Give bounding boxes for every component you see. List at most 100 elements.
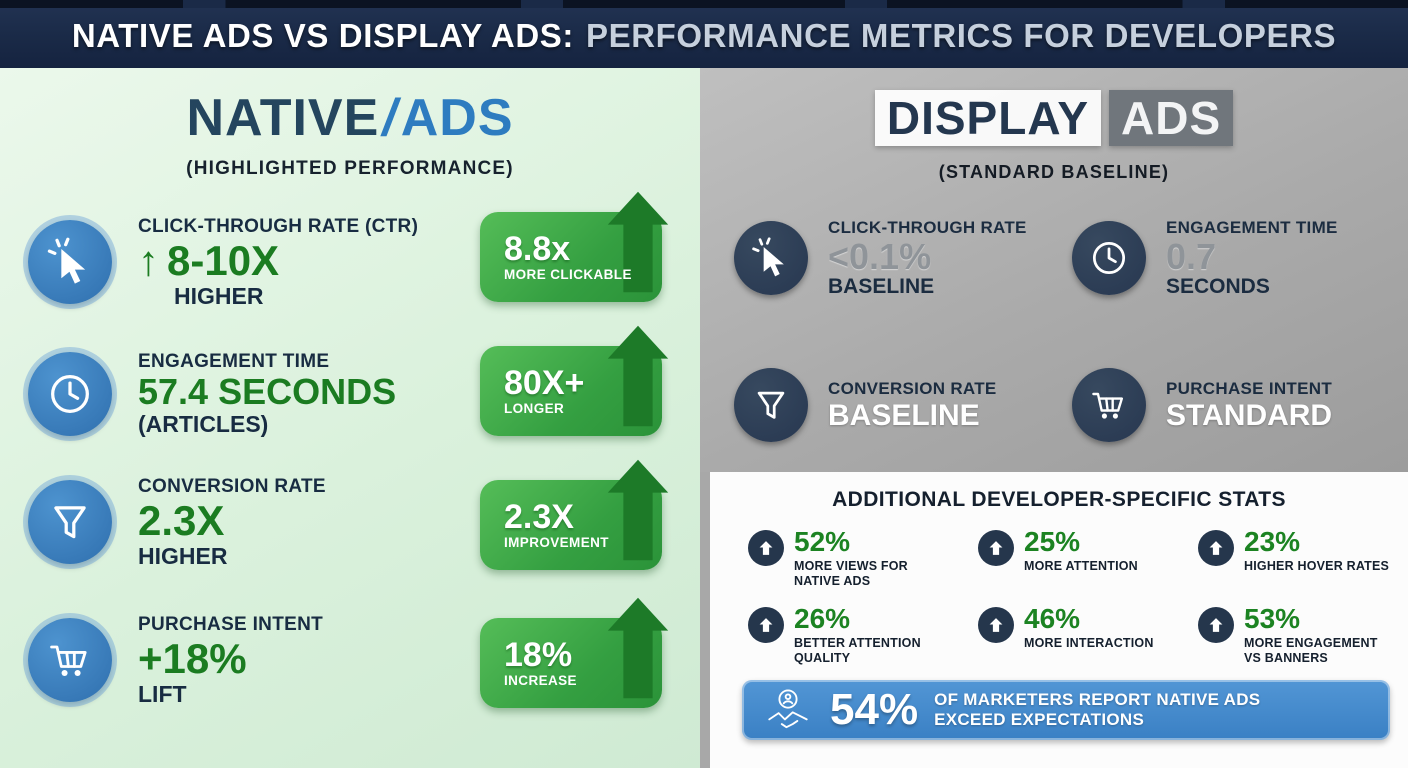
display-ads-heading: DISPLAY ADS bbox=[700, 90, 1408, 146]
stat-label: MORE ENGAGEMENT VS BANNERS bbox=[1244, 636, 1378, 665]
cart-icon bbox=[1072, 368, 1146, 442]
display-metric-engagement: ENGAGEMENT TIME 0.7 SECONDS bbox=[1072, 218, 1338, 298]
badge-longer: 80X+ LONGER bbox=[480, 325, 669, 436]
metric-label: CONVERSION RATE bbox=[138, 476, 326, 498]
clock-icon bbox=[28, 352, 112, 436]
up-arrow-icon bbox=[748, 530, 784, 566]
metric-label: ENGAGEMENT TIME bbox=[138, 351, 330, 373]
stat-text: 25% MORE ATTENTION bbox=[1024, 528, 1138, 574]
additional-stats-panel: ADDITIONAL DEVELOPER-SPECIFIC STATS 52% … bbox=[700, 472, 1408, 768]
display-metric-conversion-text: CONVERSION RATE BASELINE bbox=[828, 379, 997, 432]
stat-text: 26% BETTER ATTENTION QUALITY bbox=[794, 605, 944, 666]
badge-label: IMPROVEMENT bbox=[504, 535, 609, 551]
badge-value: 2.3X bbox=[504, 497, 574, 536]
banner-text: OF MARKETERS REPORT NATIVE ADS EXCEED EX… bbox=[934, 689, 1261, 729]
metric-value: +18% bbox=[138, 635, 247, 683]
display-ads-panel: DISPLAY ADS (STANDARD BASELINE) CLICK-THR… bbox=[700, 68, 1408, 472]
stat-hover-rates: 23% HIGHER HOVER RATES bbox=[1198, 528, 1389, 574]
stat-attention-quality: 26% BETTER ATTENTION QUALITY bbox=[748, 605, 944, 666]
clock-icon bbox=[1072, 220, 1146, 295]
marketers-banner: 54% OF MARKETERS REPORT NATIVE ADS EXCEE… bbox=[742, 680, 1390, 740]
badge-value: 8.8x bbox=[504, 229, 571, 268]
metric-value: BASELINE bbox=[828, 398, 980, 432]
metric-sub: BASELINE bbox=[828, 274, 935, 298]
stat-label: HIGHER HOVER RATES bbox=[1244, 559, 1390, 573]
metric-sub: (ARTICLES) bbox=[138, 411, 269, 438]
metric-label: PURCHASE INTENT bbox=[138, 614, 324, 636]
metric-sub: LIFT bbox=[138, 680, 187, 707]
metric-value: STANDARD bbox=[1166, 398, 1333, 432]
metric-value: <0.1% bbox=[828, 236, 932, 277]
stat-more-attention: 25% MORE ATTENTION bbox=[978, 528, 1138, 574]
native-heading-slash: / bbox=[382, 89, 398, 147]
native-heading-word: NATIVE bbox=[186, 89, 380, 147]
display-heading-word: DISPLAY bbox=[874, 90, 1101, 146]
display-metric-conversion: CONVERSION RATE BASELINE bbox=[734, 368, 997, 442]
metric-value: 0.7 bbox=[1166, 236, 1217, 277]
display-metric-purchase: PURCHASE INTENT STANDARD bbox=[1072, 368, 1332, 442]
page-title-secondary: PERFORMANCE METRICS FOR DEVELOPERS bbox=[586, 17, 1337, 54]
funnel-icon bbox=[734, 368, 808, 442]
metric-label: CONVERSION RATE bbox=[828, 378, 997, 398]
stat-more-interaction: 46% MORE INTERACTION bbox=[978, 605, 1154, 651]
display-ads-subtitle: (STANDARD BASELINE) bbox=[938, 162, 1170, 182]
stat-label: MORE VIEWS FOR NATIVE ADS bbox=[794, 559, 908, 588]
cursor-click-icon bbox=[28, 220, 112, 304]
stats-title: ADDITIONAL DEVELOPER-SPECIFIC STATS bbox=[832, 488, 1286, 511]
metric-sub: SECONDS bbox=[1166, 274, 1270, 298]
up-arrow-icon bbox=[607, 597, 669, 699]
native-metric-purchase: PURCHASE INTENT +18% LIFT bbox=[28, 606, 323, 714]
display-metric-ctr: CLICK-THROUGH RATE <0.1% BASELINE bbox=[734, 218, 1027, 298]
native-ads-heading: NATIVE/ADS bbox=[0, 92, 700, 144]
metric-label: ENGAGEMENT TIME bbox=[1166, 218, 1338, 237]
page-title-primary: NATIVE ADS VS DISPLAY ADS: bbox=[71, 17, 574, 54]
stat-value: 52% bbox=[794, 526, 851, 557]
up-arrow-icon bbox=[1198, 607, 1234, 643]
native-metric-conversion: CONVERSION RATE 2.3X HIGHER bbox=[28, 468, 326, 576]
badge-value: 80X+ bbox=[504, 363, 585, 402]
stat-value: 46% bbox=[1024, 603, 1081, 634]
display-metric-ctr-text: CLICK-THROUGH RATE <0.1% BASELINE bbox=[828, 218, 1027, 298]
native-metric-ctr-text: CLICK-THROUGH RATE (CTR) ↑ 8-10X HIGHER bbox=[138, 216, 418, 308]
metric-value-text: 8-10X bbox=[167, 237, 280, 285]
up-arrow-icon bbox=[607, 459, 669, 561]
metric-label: CLICK-THROUGH RATE bbox=[828, 218, 1027, 237]
metric-value: ↑ 8-10X bbox=[138, 238, 418, 283]
metric-sub: HIGHER bbox=[138, 542, 228, 569]
badge-label: INCREASE bbox=[504, 673, 577, 689]
native-ads-subtitle: (HIGHLIGHTED PERFORMANCE) bbox=[186, 158, 514, 179]
funnel-icon bbox=[28, 480, 112, 564]
stat-text: 46% MORE INTERACTION bbox=[1024, 605, 1154, 651]
up-arrow-glyph: ↑ bbox=[138, 237, 159, 285]
stat-text: 52% MORE VIEWS FOR NATIVE ADS bbox=[794, 528, 944, 589]
stat-label: MORE ATTENTION bbox=[1024, 559, 1138, 573]
stat-more-views: 52% MORE VIEWS FOR NATIVE ADS bbox=[748, 528, 944, 589]
up-arrow-icon bbox=[978, 530, 1014, 566]
native-ads-panel: NATIVE/ADS (HIGHLIGHTED PERFORMANCE) CLI… bbox=[0, 68, 700, 768]
metric-value: 2.3X bbox=[138, 497, 225, 545]
stat-label: MORE INTERACTION bbox=[1024, 636, 1154, 650]
badge-improvement: 2.3X IMPROVEMENT bbox=[480, 459, 669, 570]
up-arrow-icon bbox=[978, 607, 1014, 643]
badge-label: MORE CLICKABLE bbox=[504, 267, 632, 283]
badge-value: 18% bbox=[504, 635, 573, 674]
handshake-icon bbox=[762, 687, 814, 733]
stat-text: 23% HIGHER HOVER RATES bbox=[1244, 528, 1389, 574]
metric-label: PURCHASE INTENT bbox=[1166, 378, 1333, 398]
stat-text: 53% MORE ENGAGEMENT VS BANNERS bbox=[1244, 605, 1394, 666]
up-arrow-icon bbox=[607, 191, 669, 293]
cursor-click-icon bbox=[734, 220, 808, 295]
display-metric-purchase-text: PURCHASE INTENT STANDARD bbox=[1166, 379, 1332, 432]
display-heading-ads: ADS bbox=[1109, 90, 1234, 146]
up-arrow-icon bbox=[748, 607, 784, 643]
native-metric-conversion-text: CONVERSION RATE 2.3X HIGHER bbox=[138, 476, 326, 568]
banner-value: 54% bbox=[830, 685, 919, 734]
native-metric-ctr: CLICK-THROUGH RATE (CTR) ↑ 8-10X HIGHER bbox=[28, 208, 418, 316]
stat-engagement-vs-banners: 53% MORE ENGAGEMENT VS BANNERS bbox=[1198, 605, 1394, 666]
page-title: NATIVE ADS VS DISPLAY ADS: PERFORMANCE ME… bbox=[72, 17, 1336, 55]
up-arrow-icon bbox=[1198, 530, 1234, 566]
header-bar: NATIVE ADS VS DISPLAY ADS: PERFORMANCE ME… bbox=[0, 0, 1408, 68]
stat-label: BETTER ATTENTION QUALITY bbox=[794, 636, 921, 665]
display-metric-engagement-text: ENGAGEMENT TIME 0.7 SECONDS bbox=[1166, 218, 1338, 298]
